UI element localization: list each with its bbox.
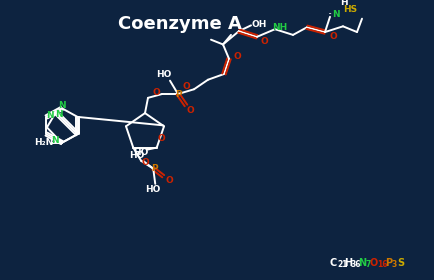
Text: C: C <box>330 258 337 268</box>
Text: N: N <box>58 101 66 110</box>
Text: O: O <box>186 106 194 115</box>
Text: O: O <box>182 82 190 91</box>
Text: H₂N: H₂N <box>34 138 54 147</box>
Text: O: O <box>141 158 149 167</box>
Text: 36: 36 <box>351 260 362 269</box>
Text: OH: OH <box>251 20 266 29</box>
Text: N: N <box>55 110 62 119</box>
Text: O: O <box>370 258 378 268</box>
Text: 3: 3 <box>392 260 397 269</box>
Text: N: N <box>51 136 59 144</box>
Text: O: O <box>152 88 160 97</box>
Text: NH: NH <box>273 23 288 32</box>
Text: O: O <box>165 176 173 185</box>
Text: 21: 21 <box>337 260 348 269</box>
Text: P: P <box>175 90 181 99</box>
Text: 7: 7 <box>365 260 370 269</box>
Text: O: O <box>329 32 337 41</box>
Text: HS: HS <box>343 5 357 14</box>
Text: HO: HO <box>145 185 161 194</box>
Text: O: O <box>260 37 268 46</box>
Text: HO: HO <box>133 148 148 157</box>
Text: N: N <box>358 258 366 268</box>
Text: HO: HO <box>156 71 172 80</box>
Text: O: O <box>158 134 165 143</box>
Text: N: N <box>332 10 340 19</box>
Text: H: H <box>340 0 348 7</box>
Text: P: P <box>151 164 158 173</box>
Text: Coenzyme A: Coenzyme A <box>118 15 242 33</box>
Text: 16: 16 <box>377 260 388 269</box>
Text: N: N <box>46 111 54 120</box>
Text: S: S <box>397 258 404 268</box>
Text: P: P <box>385 258 392 268</box>
Text: H: H <box>344 258 352 268</box>
Text: O: O <box>233 52 241 61</box>
Text: HO: HO <box>130 151 145 160</box>
